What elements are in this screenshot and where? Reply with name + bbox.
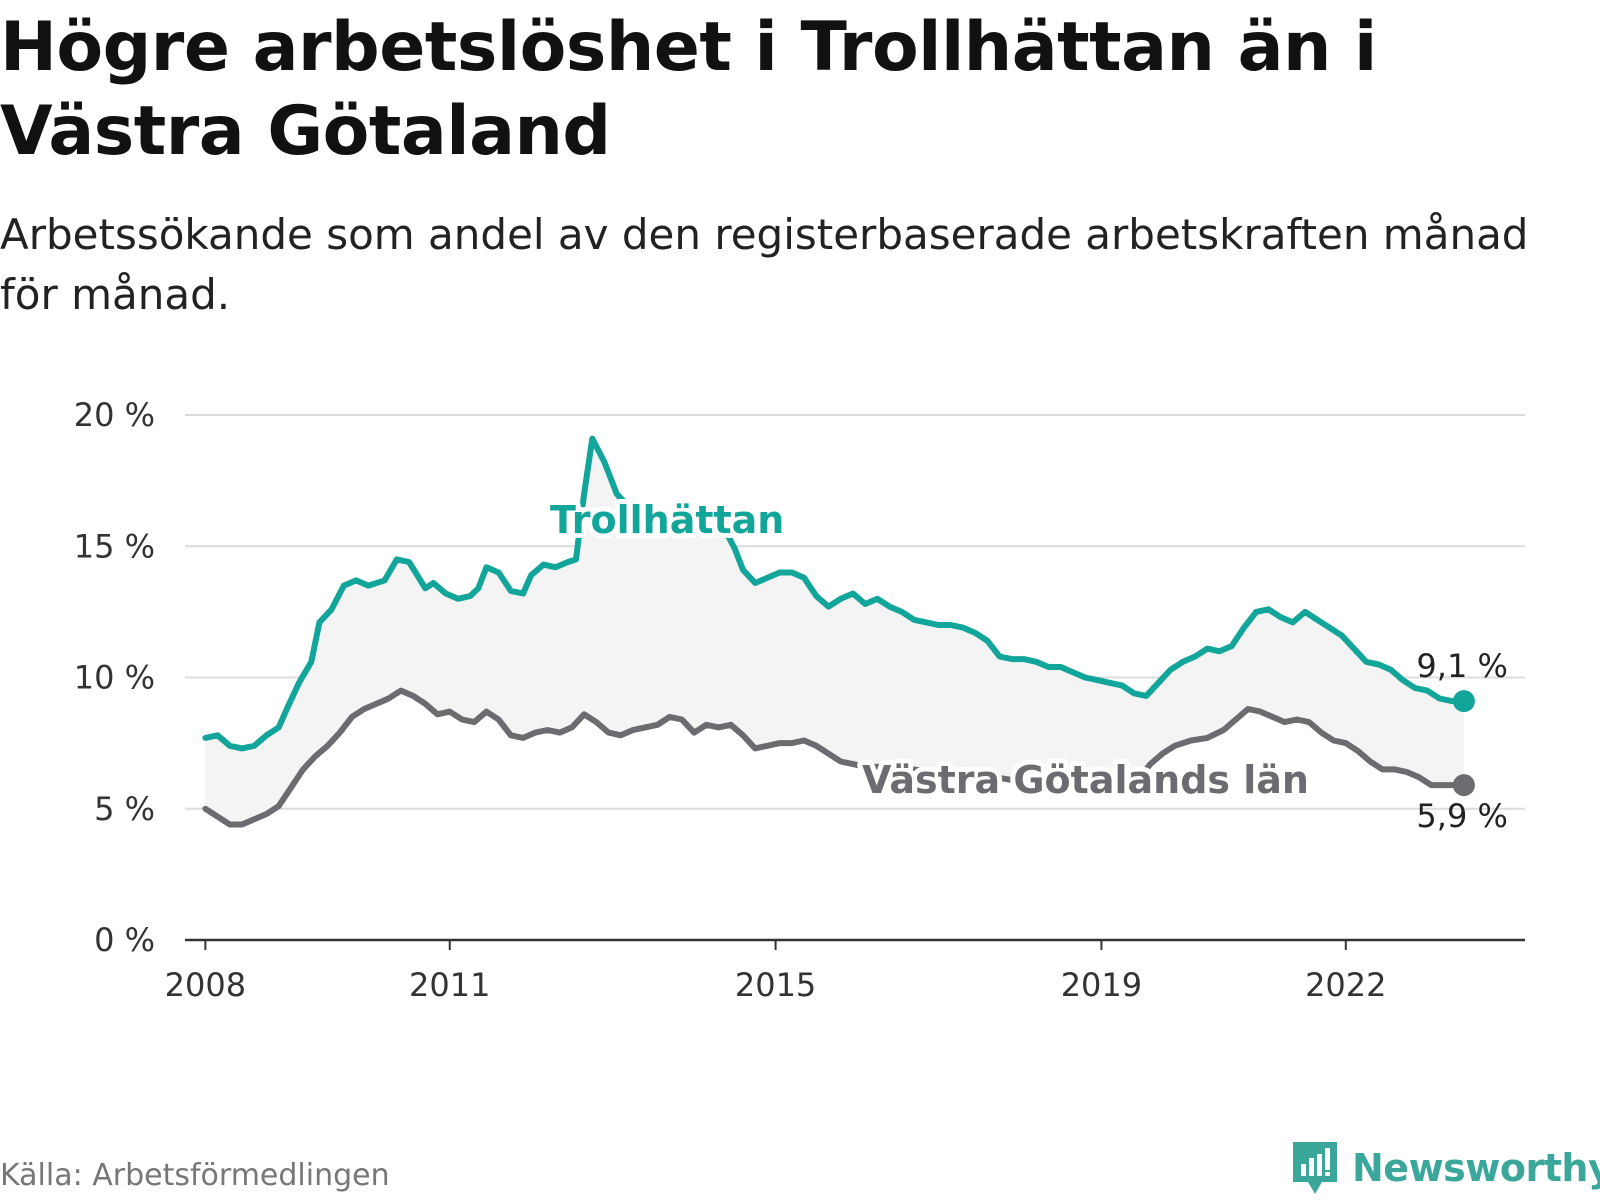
series-label-trollhattan: Trollhättan: [550, 498, 784, 542]
gap-band-area: [205, 438, 1464, 825]
brand-logo: Newsworthy: [1290, 1138, 1600, 1198]
end-point-marker: [1452, 774, 1475, 797]
series-label-trollhattan-halo: Trollhättan: [550, 498, 784, 542]
newsworthy-icon: [1293, 1142, 1337, 1194]
x-tick-label: 2011: [409, 966, 490, 1004]
y-tick-label: 10 %: [74, 659, 155, 697]
series-line-vastra-gotaland: [202, 687, 1467, 828]
x-tick-label: 2022: [1305, 966, 1386, 1004]
y-tick-label: 5 %: [94, 790, 155, 828]
y-tick-label: 20 %: [74, 396, 155, 434]
end-value-vastra-gotaland: 5,9 %: [1416, 797, 1507, 835]
end-point-marker: [1452, 690, 1475, 713]
brand-name: Newsworthy: [1352, 1146, 1600, 1190]
y-tick-label: 0 %: [94, 921, 155, 959]
series-lines: [202, 435, 1475, 828]
y-axis-ticks: 0 % 5 % 10 % 15 % 20 %: [74, 396, 155, 959]
chart-subtitle: Arbetssökande som andel av den registerb…: [0, 210, 1529, 319]
series-label-vastra-gotaland-halo: Västra Götalands län: [862, 758, 1309, 802]
x-tick-label: 2008: [165, 966, 246, 1004]
y-tick-label: 15 %: [74, 527, 155, 565]
end-value-trollhattan: 9,1 %: [1416, 647, 1507, 685]
x-tick-label: 2019: [1061, 966, 1142, 1004]
x-tick-label: 2015: [735, 966, 816, 1004]
x-axis-ticks: 2008 2011 2015 2019 2022: [165, 940, 1387, 1004]
source-note: Källa: Arbetsförmedlingen: [0, 1158, 390, 1193]
chart-title: Högre arbetslöshet i Trollhättan än i Vä…: [0, 8, 1377, 171]
line-chart: 0 %5 %10 %15 %20 % 2008 2011 2015 2019 2022 …: [74, 396, 1525, 1004]
series-line-trollhattan: [202, 435, 1467, 752]
series-label-vastra-gotaland: Västra Götalands län: [862, 758, 1309, 802]
